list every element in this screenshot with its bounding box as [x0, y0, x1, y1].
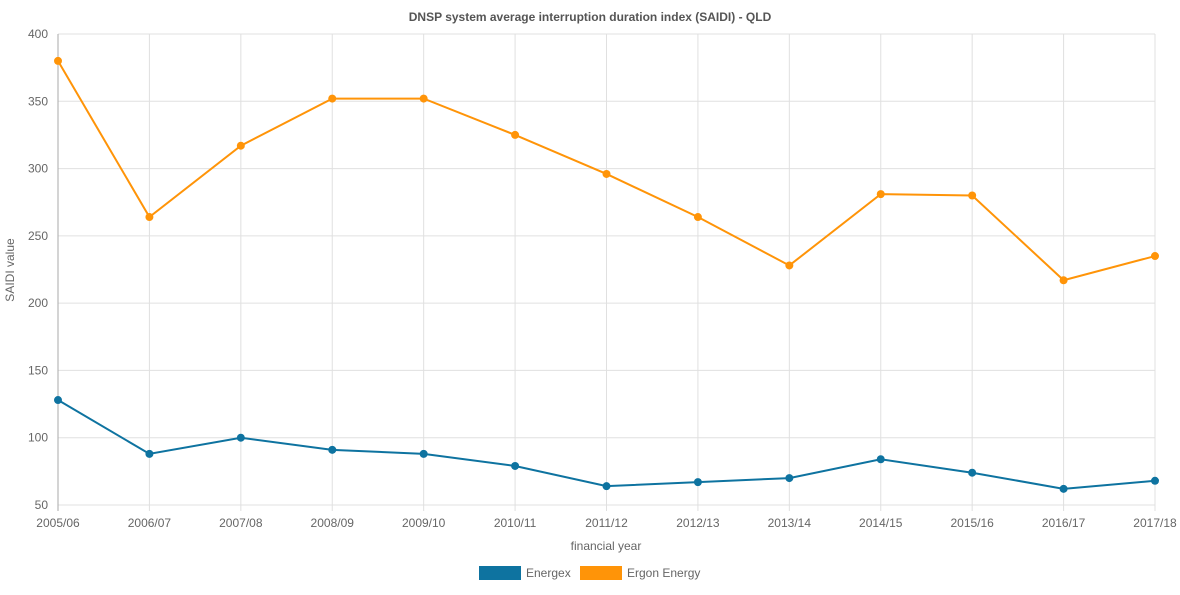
y-axis-ticks: 50 100 150 200 250 300 350 400 — [28, 27, 48, 512]
y-tick-label: 150 — [28, 363, 48, 377]
data-point — [419, 449, 428, 458]
data-point — [1059, 276, 1068, 285]
data-point — [968, 191, 977, 200]
chart-title: DNSP system average interruption duratio… — [409, 10, 772, 24]
data-point — [602, 169, 611, 178]
data-point — [1151, 476, 1159, 485]
data-point — [785, 261, 794, 270]
x-tick-label: 2005/06 — [36, 516, 80, 530]
legend-item[interactable]: Ergon Energy — [580, 566, 700, 580]
data-point — [511, 130, 520, 139]
x-tick-label: 2006/07 — [128, 516, 172, 530]
x-axis-label: financial year — [571, 539, 642, 553]
x-tick-label: 2017/18 — [1133, 516, 1177, 530]
data-point — [693, 213, 702, 222]
grid — [57, 33, 1156, 511]
x-axis-ticks: 2005/06 2006/07 2007/08 2008/09 2009/10 2010/… — [36, 516, 1177, 530]
series-ergon-energy — [54, 56, 1159, 285]
legend-swatch — [580, 566, 622, 580]
x-tick-label: 2014/15 — [859, 516, 903, 530]
y-tick-label: 350 — [28, 94, 48, 108]
x-tick-label: 2016/17 — [1042, 516, 1086, 530]
x-tick-label: 2011/12 — [585, 516, 628, 530]
data-point — [54, 396, 62, 405]
x-tick-label: 2008/09 — [311, 516, 355, 530]
data-point — [511, 461, 520, 470]
legend: Energex Ergon Energy — [479, 566, 700, 580]
data-point — [785, 474, 794, 483]
x-tick-label: 2010/11 — [494, 516, 537, 530]
legend-label: Energex — [526, 566, 571, 580]
y-tick-label: 250 — [28, 229, 48, 243]
x-tick-label: 2007/08 — [219, 516, 263, 530]
series-energex — [54, 396, 1159, 493]
y-tick-label: 200 — [28, 296, 48, 310]
series-group — [54, 56, 1159, 493]
x-tick-label: 2012/13 — [676, 516, 720, 530]
y-axis-label: SAIDI value — [3, 238, 17, 302]
data-point — [328, 94, 337, 103]
x-tick-label: 2013/14 — [768, 516, 812, 530]
data-point — [693, 478, 702, 487]
data-point — [602, 482, 611, 491]
x-tick-label: 2009/10 — [402, 516, 446, 530]
legend-item[interactable]: Energex — [479, 566, 571, 580]
data-point — [145, 213, 154, 222]
y-tick-label: 50 — [35, 498, 49, 512]
data-point — [1059, 484, 1068, 493]
legend-swatch — [479, 566, 521, 580]
y-tick-label: 400 — [28, 27, 48, 41]
data-point — [54, 56, 62, 65]
data-point — [876, 190, 885, 199]
legend-label: Ergon Energy — [627, 566, 700, 580]
y-tick-label: 300 — [28, 162, 48, 176]
data-point — [1151, 252, 1159, 261]
data-point — [328, 445, 337, 454]
data-point — [236, 433, 245, 442]
data-point — [419, 94, 428, 103]
x-tick-label: 2015/16 — [950, 516, 994, 530]
data-point — [876, 455, 885, 464]
data-point — [145, 449, 154, 458]
data-point — [236, 141, 245, 150]
y-tick-label: 100 — [28, 431, 48, 445]
data-point — [968, 468, 977, 477]
